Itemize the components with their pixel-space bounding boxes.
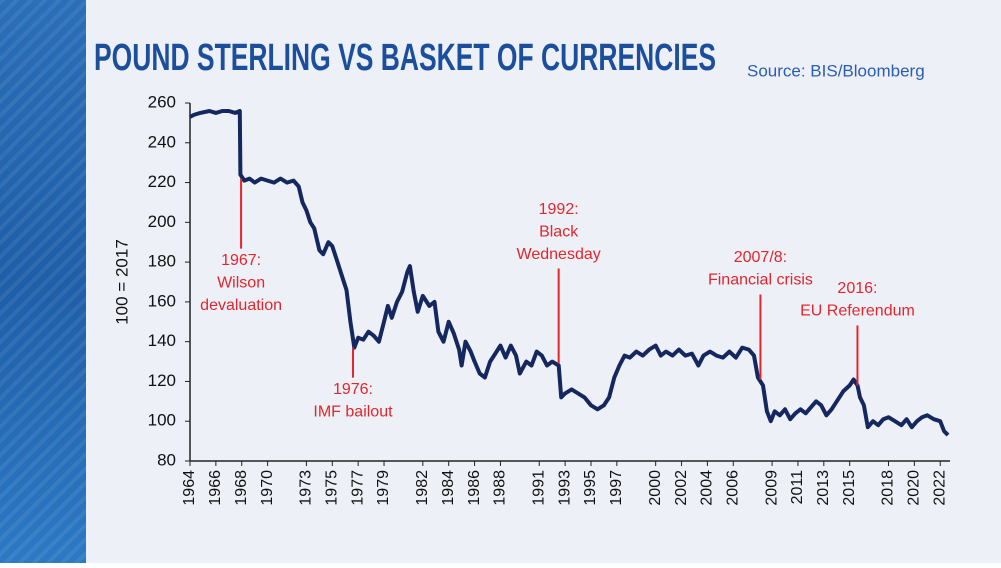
y-tick-label: 260 [148,92,176,111]
x-tick-label: 1984 [440,470,457,506]
annotation-text: EU Referendum [800,303,915,320]
source: Source: BIS/Bloomberg [747,61,925,80]
annotation-text: 2016: [837,280,877,297]
y-axis-label: 100 = 2017 [112,239,131,325]
x-tick-label: 1977 [349,470,366,506]
x-tick-label: 1970 [259,470,276,506]
annotation-text: Wilson [217,274,265,291]
x-tick-label: 1995 [582,470,599,506]
annotation-text: Wednesday [517,246,601,263]
x-tick-label: 2015 [841,470,858,506]
x-tick-label: 1993 [556,470,573,506]
y-tick-label: 200 [148,212,176,231]
annotation-text: Black [539,223,579,240]
y-tick-label: 180 [148,252,176,271]
x-tick-label: 2013 [815,470,832,506]
x-tick-label: 1964 [181,470,198,506]
x-tick-label: 2009 [763,470,780,506]
y-tick-label: 140 [148,331,176,350]
annotation-text: 1976: [333,381,373,398]
x-tick-label: 1968 [233,470,250,506]
annotation-text: IMF bailout [313,403,393,420]
y-tick-label: 100 [148,411,176,430]
x-tick-label: 2000 [647,470,664,506]
x-tick-label: 1979 [375,470,392,506]
y-tick-label: 80 [157,450,176,469]
chart-title: POUND STERLING VS BASKET OF CURRENCIES [94,37,716,79]
side-stripes [0,0,86,563]
annotation-text: 1967: [221,252,261,269]
x-tick-label: 1982 [414,470,431,506]
x-tick-label: 2002 [673,470,690,506]
y-tick-label: 120 [148,371,176,390]
x-tick-label: 2004 [699,470,716,506]
x-tick-label: 2020 [906,470,923,506]
y-tick-label: 220 [148,172,176,191]
x-tick-label: 1997 [608,470,625,506]
x-tick-label: 2011 [789,470,806,505]
x-tick-label: 2018 [880,470,897,506]
x-tick-label: 2022 [931,470,948,506]
x-tick-label: 1966 [207,470,224,506]
x-tick-label: 1991 [530,470,547,506]
annotation-text: 1992: [539,201,579,218]
y-tick-label: 160 [148,291,176,310]
x-tick-label: 2006 [724,470,741,506]
panel [86,0,1001,563]
x-tick-label: 1986 [466,470,483,506]
annotation-text: Financial crisis [708,272,813,289]
x-tick-label: 1973 [298,470,315,506]
x-tick-label: 1975 [324,470,341,506]
annotation-text: 2007/8: [734,249,787,266]
series-line [189,109,950,437]
x-tick-label: 1988 [492,470,509,506]
y-tick-label: 240 [148,132,176,151]
annotation-text: devaluation [200,297,282,314]
